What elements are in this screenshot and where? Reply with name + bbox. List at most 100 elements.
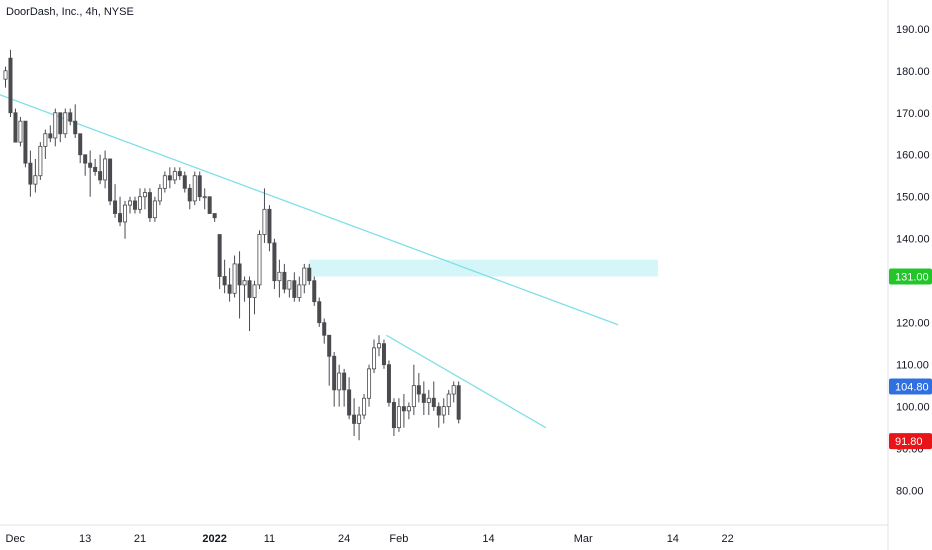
candle-body — [53, 112, 58, 139]
candle-body — [242, 280, 247, 286]
candle-body — [118, 213, 123, 223]
candle-body — [446, 393, 451, 408]
candle — [307, 263, 312, 285]
candle-body — [28, 162, 33, 185]
candle-body — [83, 154, 88, 164]
candle-body — [152, 200, 157, 219]
candle — [247, 276, 252, 332]
candle-body — [431, 397, 436, 408]
x-tick-label: 24 — [338, 533, 350, 545]
candle-body — [436, 406, 441, 416]
candle — [172, 167, 177, 185]
candle-body — [142, 192, 147, 198]
price-tag: 104.80 — [889, 378, 932, 395]
candle — [113, 184, 118, 218]
price-tag-label: 131.00 — [895, 271, 929, 283]
y-tick-label: 150.00 — [896, 192, 930, 204]
candle-body — [416, 385, 421, 395]
candle-body — [411, 385, 416, 408]
y-tick-label: 110.00 — [896, 360, 929, 372]
candle-body — [401, 406, 406, 412]
candle-body — [352, 414, 357, 424]
candle — [367, 364, 372, 407]
candle-body — [212, 213, 217, 219]
plot-area[interactable] — [0, 49, 658, 441]
candle — [386, 360, 391, 407]
candle-body — [317, 301, 322, 324]
candle — [381, 339, 386, 369]
candle — [182, 171, 187, 193]
candle — [436, 402, 441, 428]
y-tick-label: 180.00 — [896, 66, 930, 78]
candle — [431, 381, 436, 411]
candle-body — [297, 284, 302, 298]
resistance-zone[interactable] — [309, 259, 658, 277]
candle — [93, 158, 98, 176]
candle-body — [327, 334, 332, 357]
candle — [362, 394, 367, 420]
candle-body — [376, 343, 381, 349]
candle — [192, 171, 197, 206]
candle — [406, 402, 411, 420]
candle-body — [292, 280, 297, 298]
candle — [197, 171, 202, 201]
price-tag: 91.80 — [889, 433, 932, 450]
candle — [73, 104, 78, 138]
candle — [38, 142, 43, 180]
candle — [332, 352, 337, 407]
candle-body — [8, 57, 13, 114]
candle-body — [237, 263, 242, 286]
candle-body — [172, 171, 177, 181]
trendline-2[interactable] — [386, 334, 547, 429]
candle — [217, 234, 222, 290]
y-tick-label: 140.00 — [896, 234, 930, 246]
x-tick-label: 11 — [264, 533, 275, 545]
candle-body — [222, 276, 227, 286]
x-tick-label: 21 — [134, 533, 146, 545]
candle — [317, 297, 322, 327]
candle — [446, 389, 451, 416]
candle — [426, 389, 431, 416]
candle — [262, 188, 267, 243]
candle — [58, 112, 63, 143]
candle-body — [78, 133, 83, 156]
candle-body — [252, 284, 257, 298]
price-tag-bg — [889, 378, 932, 395]
price-tag-label: 91.80 — [895, 436, 923, 448]
candle-body — [98, 171, 103, 181]
x-tick-label: Mar — [574, 533, 593, 545]
candle-body — [63, 112, 68, 135]
candle — [152, 196, 157, 222]
candle-body — [127, 200, 132, 206]
candle-body — [357, 414, 362, 424]
candle-body — [347, 389, 352, 416]
candle — [147, 188, 152, 222]
candle — [137, 188, 142, 214]
candle-body — [441, 406, 446, 416]
candle — [451, 381, 456, 403]
y-axis[interactable]: 190.00180.00170.00160.00150.00140.00130.… — [896, 24, 930, 498]
price-tag-label: 104.80 — [895, 381, 929, 393]
candle — [257, 230, 262, 290]
candle — [282, 263, 287, 294]
candle-body — [207, 196, 212, 214]
candle-body — [372, 347, 377, 370]
candle-body — [73, 120, 78, 135]
candle-body — [33, 175, 38, 185]
candle — [103, 150, 108, 189]
x-axis[interactable]: Dec 13 21 2022 11 24 Feb 14 Mar 14 22 — [6, 533, 734, 545]
candle — [222, 259, 227, 294]
price-tag-bg — [889, 433, 932, 450]
candle — [237, 251, 242, 319]
candle — [142, 188, 147, 210]
candle-body — [167, 175, 172, 181]
candle-body — [342, 372, 347, 391]
candle-body — [93, 166, 98, 172]
price-tag-bg — [889, 268, 932, 285]
candle — [123, 200, 128, 239]
candle-body — [227, 284, 232, 294]
candle-body — [197, 175, 202, 198]
trendline-1[interactable] — [0, 94, 619, 326]
candle-body — [162, 175, 167, 189]
